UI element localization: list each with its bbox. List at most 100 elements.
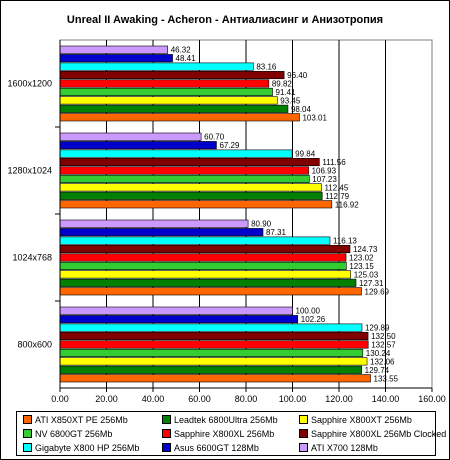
bar [59, 332, 369, 341]
legend-item: Asus 6600GT 128Mb [162, 443, 259, 453]
category-label: 1024x768 [12, 253, 52, 263]
x-tick-label: 20.00 [95, 394, 118, 404]
x-tick-label: 0.00 [51, 394, 69, 404]
legend-label: Leadtek 6800Ultra 256Mb [174, 415, 278, 425]
data-label: 67.29 [219, 141, 240, 150]
bar [59, 219, 249, 228]
legend-label: ATI X850XT PE 256Mb [35, 415, 128, 425]
data-label: 89.82 [272, 80, 293, 89]
data-label: 112.45 [324, 183, 348, 192]
bar [59, 113, 300, 122]
legend-label: Gigabyte X800 HP 256Mb [35, 443, 140, 453]
legend-swatch [162, 429, 171, 439]
bar [59, 306, 293, 315]
data-label: 98.04 [291, 105, 312, 114]
bar [59, 357, 368, 366]
data-label: 60.70 [204, 133, 225, 142]
legend-swatch [162, 443, 171, 453]
data-label: 87.31 [266, 228, 287, 237]
bar [59, 158, 320, 167]
legend-swatch [23, 415, 32, 425]
data-label: 46.32 [171, 46, 192, 55]
x-tick-label: 60.00 [188, 394, 211, 404]
data-label: 111.56 [322, 158, 346, 167]
legend-item: Sapphire X800XL 256Mb [162, 429, 274, 439]
bar [59, 228, 264, 237]
legend-label: NV 6800GT 256Mb [35, 429, 113, 439]
bar [59, 132, 202, 141]
x-tick-label: 40.00 [142, 394, 165, 404]
x-tick-label: 100.00 [279, 394, 307, 404]
data-label: 132.50 [371, 332, 396, 341]
bar [59, 323, 363, 332]
data-label: 103.01 [302, 113, 327, 122]
bar [59, 278, 357, 287]
data-label: 83.16 [256, 63, 277, 72]
data-label: 116.92 [335, 200, 359, 209]
bar [59, 270, 351, 279]
data-label: 107.23 [312, 175, 337, 184]
data-label: 80.90 [251, 220, 272, 229]
data-label: 132.06 [370, 357, 395, 366]
data-label: 91.41 [276, 88, 297, 97]
legend: ATI X850XT PE 256Mb Leadtek 6800Ultra 256… [16, 411, 446, 456]
bar [59, 174, 310, 183]
legend-label: ATI X700 128Mb [311, 443, 378, 453]
data-label: 123.02 [349, 254, 374, 263]
legend-item: Leadtek 6800Ultra 256Mb [162, 415, 278, 425]
data-label: 102.26 [301, 315, 326, 324]
bar [59, 348, 364, 357]
bar [59, 191, 323, 200]
legend-item: ATI X850XT PE 256Mb [23, 415, 128, 425]
data-label: 106.93 [312, 167, 337, 176]
data-label: 129.69 [365, 287, 390, 296]
data-label: 123.15 [349, 262, 374, 271]
legend-item: ATI X700 128Mb [299, 443, 378, 453]
bar [59, 374, 371, 383]
data-label: 48.41 [176, 54, 197, 63]
data-label: 127.31 [359, 279, 384, 288]
data-label: 132.57 [371, 341, 396, 350]
bar [59, 183, 322, 192]
data-label: 100.00 [296, 307, 321, 316]
bar [59, 261, 347, 270]
legend-swatch [162, 415, 171, 425]
legend-swatch [23, 429, 32, 439]
bar [59, 149, 293, 158]
chart-title: Unreal II Awaking - Acheron - Антиалиаси… [66, 14, 384, 26]
x-tick-label: 140.00 [372, 394, 400, 404]
bar [59, 166, 309, 175]
legend-item: Gigabyte X800 HP 256Mb [23, 443, 139, 453]
bar [59, 340, 369, 349]
bar [59, 236, 331, 245]
bar [59, 71, 285, 80]
bar [59, 62, 254, 71]
legend-label: Sapphire X800XL 256Mb [174, 429, 275, 439]
bar [59, 45, 168, 54]
data-label: 112.79 [325, 192, 349, 201]
data-label: 133.55 [374, 374, 399, 383]
bar [59, 245, 351, 254]
bar [59, 79, 270, 88]
legend-label: Sapphire X800XL 256Mb Clocked [311, 429, 447, 439]
bar [59, 253, 347, 262]
category-label: 800x600 [17, 340, 52, 350]
legend-item: NV 6800GT 256Mb [23, 429, 112, 439]
data-label: 130.24 [366, 349, 391, 358]
legend-swatch [299, 443, 308, 453]
data-label: 116.13 [333, 237, 357, 246]
legend-item: Sapphire X800XT 256Mb [299, 415, 412, 425]
data-label: 129.74 [365, 366, 390, 375]
bar [59, 104, 289, 113]
bar [59, 365, 362, 374]
x-tick-label: 160.00 [418, 394, 446, 404]
bar [59, 141, 217, 150]
category-label: 1280x1024 [7, 166, 52, 176]
legend-swatch [299, 415, 308, 425]
bar [59, 96, 278, 105]
legend-label: Asus 6600GT 128Mb [174, 443, 259, 453]
legend-swatch [23, 443, 32, 453]
category-label: 1600x1200 [7, 79, 52, 89]
legend-swatch [299, 429, 308, 439]
